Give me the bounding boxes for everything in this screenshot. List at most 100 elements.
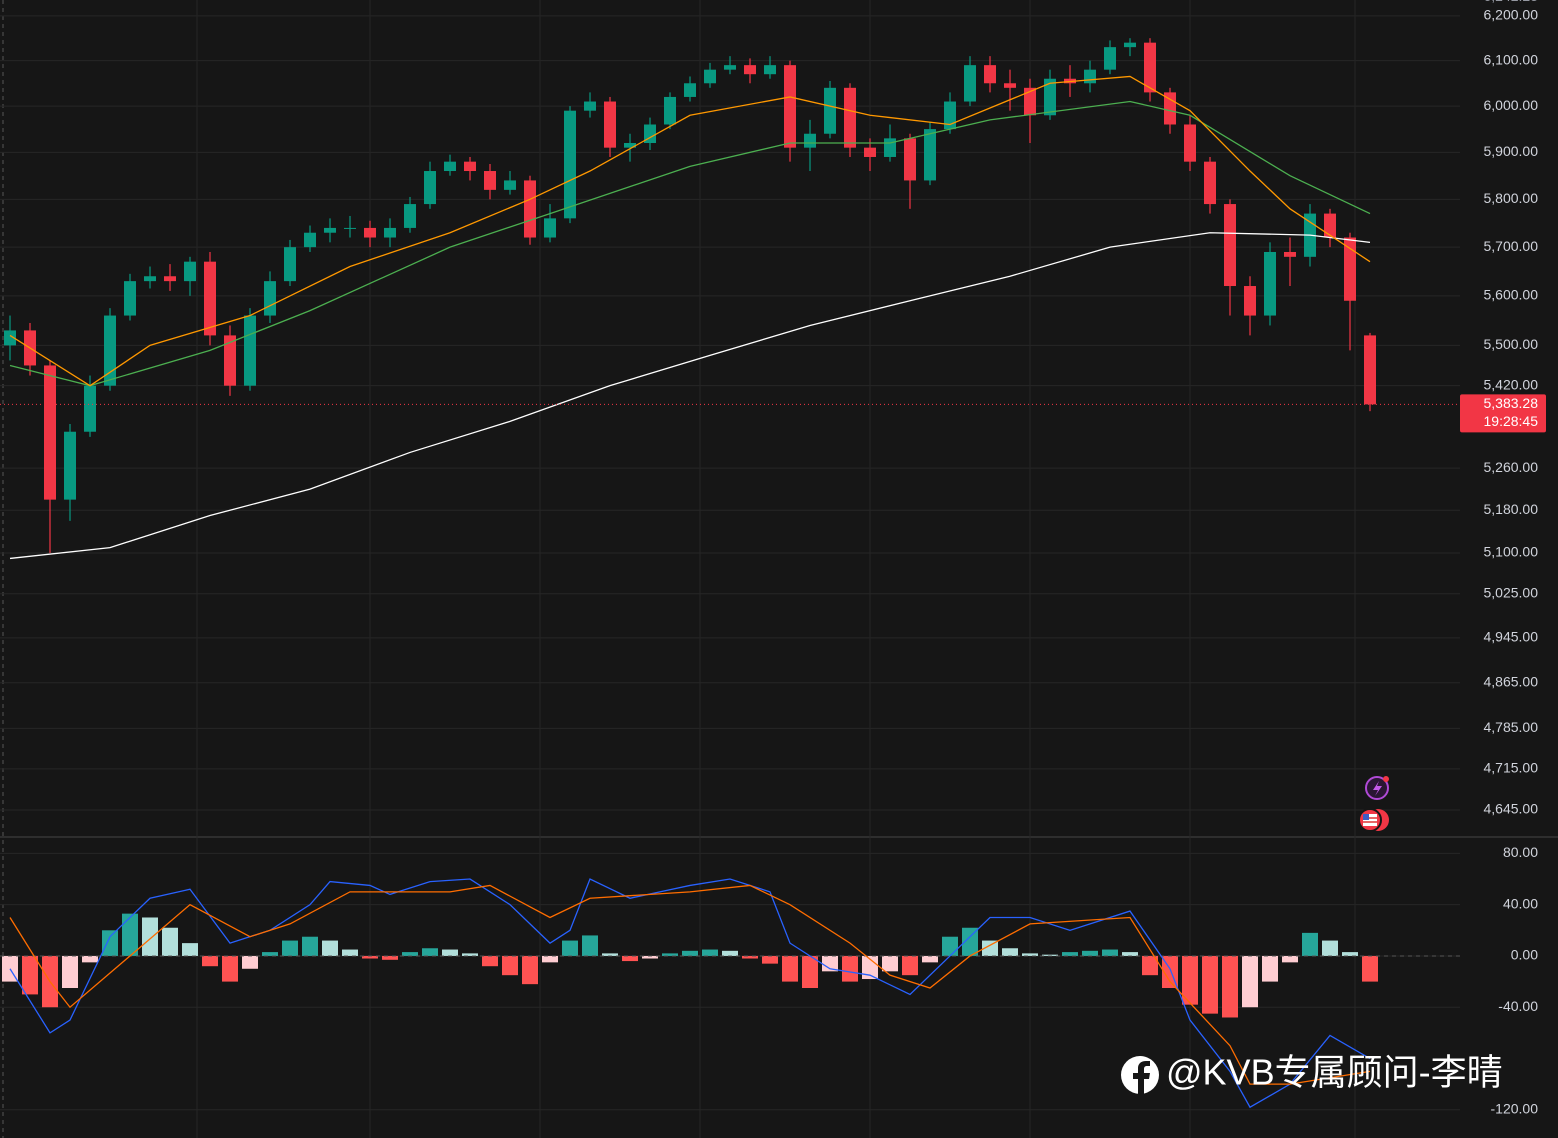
histogram-bar — [22, 955, 38, 995]
histogram-bar — [82, 955, 98, 963]
histogram-bar — [1102, 949, 1118, 956]
last-price-label: 5,383.28 — [1484, 395, 1539, 411]
candle-body — [1264, 251, 1276, 316]
candle-body — [984, 65, 996, 84]
candle-body — [1144, 42, 1156, 93]
dot — [1383, 776, 1389, 782]
candle-body — [924, 129, 936, 181]
flag-canton — [1363, 814, 1369, 820]
y-tick-label: 6,100.00 — [1484, 51, 1539, 67]
histogram-bar — [1122, 952, 1138, 956]
histogram-bar — [882, 955, 898, 972]
histogram-bar — [302, 936, 318, 956]
candle-body — [864, 147, 876, 157]
candle-body — [1344, 237, 1356, 301]
candle-body — [684, 83, 696, 97]
candle-body — [104, 315, 116, 386]
histogram-bar — [1142, 955, 1158, 976]
candle-body — [1184, 124, 1196, 162]
candle-body — [1284, 251, 1296, 257]
histogram-bar — [222, 955, 238, 982]
histogram-bar — [1222, 955, 1238, 1018]
candle-body — [84, 385, 96, 432]
indicator-line — [9, 100, 1371, 387]
candle-body — [444, 161, 456, 172]
candle-body — [1224, 204, 1236, 287]
candle-body — [324, 227, 336, 233]
histogram-bar — [102, 930, 118, 956]
candle-body — [704, 69, 716, 84]
candle-body — [824, 87, 836, 134]
y-tick-label: 6,000.00 — [1484, 97, 1539, 113]
histogram-bar — [142, 917, 158, 956]
indicator-line — [9, 884, 1371, 1085]
candle-body — [764, 65, 776, 75]
y-tick-label: 4,645.00 — [1484, 801, 1539, 817]
y-tick-label: 5,025.00 — [1484, 584, 1539, 600]
candle-body — [804, 133, 816, 148]
candle-body — [1244, 286, 1256, 316]
candle-body — [904, 138, 916, 181]
candle-body — [264, 281, 276, 316]
histogram-bar — [542, 955, 558, 963]
lightning — [1373, 781, 1382, 796]
candle-body — [1204, 161, 1216, 205]
watermark: @KVB专属顾问-李晴 — [1121, 1052, 1503, 1094]
histogram-bar — [482, 955, 498, 967]
candle-body — [1024, 87, 1036, 116]
candle-body — [144, 276, 156, 282]
y-tick-label: 5,900.00 — [1484, 143, 1539, 159]
candle-body — [604, 101, 616, 148]
candle-body — [1044, 78, 1056, 116]
candle-body — [624, 143, 636, 148]
histogram-bar — [1062, 952, 1078, 956]
histogram-bar — [342, 949, 358, 956]
y-tick-label: 6,200.00 — [1484, 7, 1539, 23]
histogram-bar — [382, 955, 398, 960]
histogram-bar — [162, 927, 178, 956]
candle-body — [844, 87, 856, 148]
candle-body — [384, 227, 396, 238]
histogram-bar — [322, 940, 338, 956]
y-tick-label: 5,420.00 — [1484, 376, 1539, 392]
histogram-bar — [622, 955, 638, 962]
y-tick-label: 5,260.00 — [1484, 459, 1539, 475]
histogram-bar — [722, 950, 738, 956]
candle-body — [1124, 42, 1136, 48]
watermark-logo — [1133, 1061, 1150, 1094]
histogram-bar — [1042, 954, 1058, 956]
histogram-bar — [942, 936, 958, 956]
candle-body — [504, 180, 516, 190]
histogram-bar — [422, 948, 438, 956]
histogram-bar — [1322, 940, 1338, 956]
candle-body — [64, 431, 76, 500]
histogram-bar — [402, 952, 418, 956]
histogram-bar — [802, 955, 818, 988]
candle-body — [1104, 47, 1116, 70]
histogram-bar — [202, 955, 218, 967]
histogram-bar — [62, 955, 78, 988]
histogram-bar — [522, 955, 538, 985]
histogram-bar — [362, 955, 378, 959]
histogram-bar — [822, 955, 838, 972]
histogram-bar — [1082, 950, 1098, 956]
histogram-bar — [702, 949, 718, 956]
candle-body — [724, 65, 736, 70]
histogram-bar — [122, 913, 138, 956]
histogram-bar — [662, 953, 678, 956]
histogram-bar — [842, 955, 858, 982]
histogram-bar — [922, 955, 938, 963]
candle-body — [364, 227, 376, 238]
candle-body — [124, 281, 136, 316]
histogram-bar — [1342, 952, 1358, 956]
y-tick-label: -120.00 — [1491, 1100, 1539, 1116]
histogram-bar — [1022, 953, 1038, 956]
y-tick-label: -40.00 — [1498, 998, 1538, 1014]
histogram-bar — [242, 955, 258, 969]
histogram-bar — [1362, 955, 1378, 982]
candle-body — [964, 65, 976, 102]
y-tick-label: 5,800.00 — [1484, 190, 1539, 206]
histogram-bar — [642, 955, 658, 959]
